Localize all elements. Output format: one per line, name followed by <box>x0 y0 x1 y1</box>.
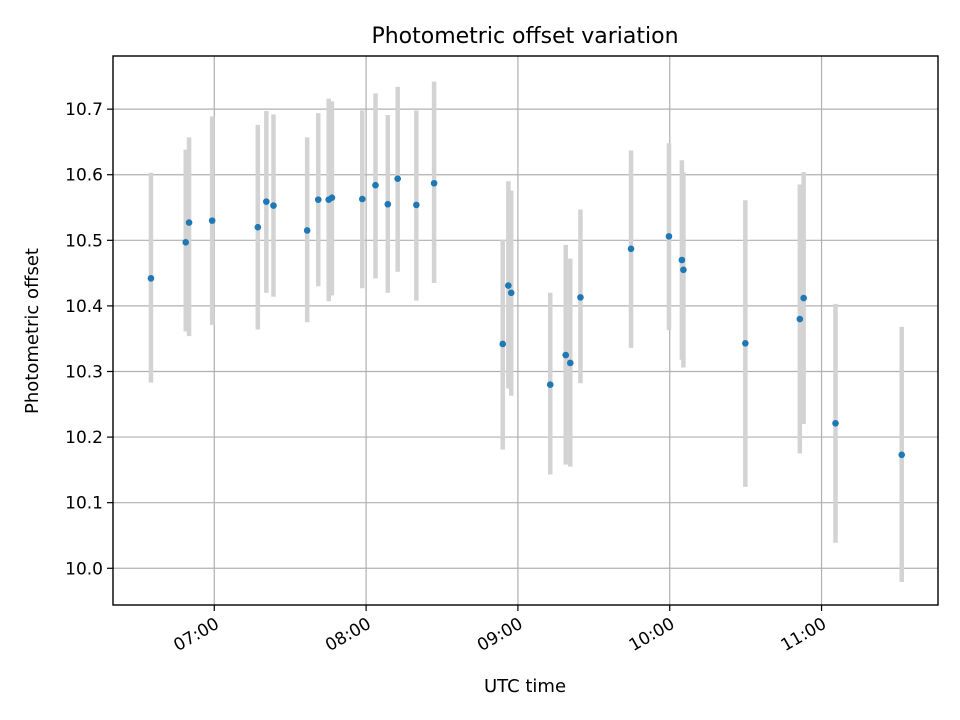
data-point <box>328 194 336 201</box>
data-point <box>678 256 686 264</box>
x-tick-label: 11:00 <box>778 614 830 656</box>
x-tick-label: 10:00 <box>626 614 678 656</box>
data-point <box>182 238 190 246</box>
x-tick-label: 09:00 <box>474 614 526 656</box>
plot-frame <box>112 55 939 606</box>
x-axis-label: UTC time <box>484 676 566 697</box>
data-point <box>680 266 687 274</box>
data-point <box>185 219 193 226</box>
data-point <box>263 198 270 205</box>
data-point <box>254 223 262 231</box>
data-point <box>505 282 512 289</box>
y-tick-label: 10.7 <box>65 100 103 120</box>
data-point <box>665 233 673 240</box>
y-tick-label: 10.2 <box>65 428 103 448</box>
data-point <box>430 179 438 187</box>
data-point <box>413 201 420 209</box>
data-point <box>898 451 906 459</box>
data-point <box>627 245 635 253</box>
data-point <box>796 315 804 323</box>
data-point <box>314 196 322 203</box>
y-axis-label: Photometric offset <box>22 248 43 414</box>
y-tick-label: 10.5 <box>65 231 103 251</box>
x-tick-label: 07:00 <box>170 614 222 656</box>
x-tick-label: 08:00 <box>322 614 374 656</box>
grid-lines <box>113 56 938 605</box>
data-point <box>800 294 807 302</box>
y-tick-label: 10.3 <box>65 362 103 382</box>
data-points <box>147 175 906 459</box>
y-tick-label: 10.4 <box>65 297 103 317</box>
error-bars <box>148 81 904 583</box>
y-axis-ticks: 10.0 10.1 10.2 10.3 10.4 10.5 10.6 10.7 <box>65 100 113 579</box>
data-point <box>208 217 216 224</box>
data-point <box>372 181 379 189</box>
data-point <box>577 294 584 301</box>
data-point <box>384 200 392 208</box>
data-point <box>546 381 554 388</box>
data-point <box>394 175 401 182</box>
data-point <box>358 195 366 203</box>
data-point <box>832 420 839 427</box>
y-tick-label: 10.0 <box>65 559 103 579</box>
y-tick-label: 10.1 <box>65 494 103 514</box>
chart-title: Photometric offset variation <box>371 24 678 49</box>
data-point <box>147 275 155 282</box>
data-point <box>270 202 277 209</box>
data-point <box>742 339 749 347</box>
data-point <box>562 351 570 359</box>
data-point <box>303 227 311 234</box>
data-point <box>566 359 574 367</box>
x-axis-ticks: 07:00 08:00 09:00 10:00 11:00 <box>170 605 830 656</box>
data-point <box>507 289 515 297</box>
data-point <box>499 340 507 348</box>
y-tick-label: 10.6 <box>65 166 103 186</box>
